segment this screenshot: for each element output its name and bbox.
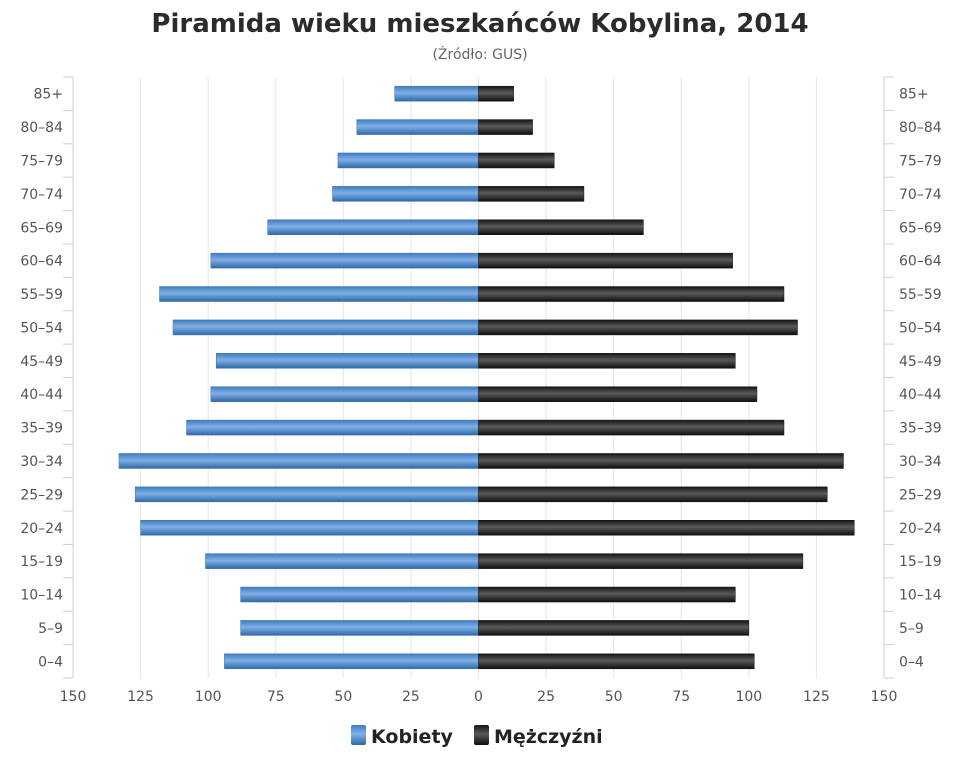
bar-kobiety[interactable] xyxy=(159,286,479,302)
y-tick-label-left: 5–9 xyxy=(38,621,63,637)
y-tick-label-left: 75–79 xyxy=(20,153,63,169)
x-tick-label: 150 xyxy=(60,689,87,705)
x-tick-label: 75 xyxy=(672,689,690,705)
y-tick-label-right: 85+ xyxy=(899,87,929,103)
bar-mezczyzni[interactable] xyxy=(478,152,555,169)
y-tick-label-left: 70–74 xyxy=(20,187,63,203)
y-tick-label-right: 55–59 xyxy=(899,287,942,303)
y-tick-label-left: 10–14 xyxy=(20,588,63,604)
x-tick-label: 125 xyxy=(127,689,154,705)
chart-title: Piramida wieku mieszkańców Kobylina, 201… xyxy=(151,9,808,39)
y-tick-label-right: 10–14 xyxy=(899,588,942,604)
x-tick-label: 75 xyxy=(267,689,285,705)
legend-label-mezczyzni: Mężczyźni xyxy=(494,726,603,748)
x-tick-label: 100 xyxy=(195,689,222,705)
bar-mezczyzni[interactable] xyxy=(478,419,785,436)
bar-kobiety[interactable] xyxy=(134,486,479,503)
legend-item-kobiety[interactable]: Kobiety xyxy=(351,725,454,748)
y-tick-label-left: 40–44 xyxy=(20,387,63,403)
y-tick-label-left: 30–34 xyxy=(20,454,63,470)
bar-kobiety[interactable] xyxy=(140,520,479,536)
x-tick-label: 0 xyxy=(474,689,483,705)
bar-mezczyzni[interactable] xyxy=(478,219,644,235)
bar-mezczyzni[interactable] xyxy=(478,586,736,603)
y-tick-label-left: 80–84 xyxy=(20,120,63,136)
bar-mezczyzni[interactable] xyxy=(478,620,750,636)
x-tick-label: 25 xyxy=(537,689,555,705)
bar-kobiety[interactable] xyxy=(205,553,479,569)
gridlines xyxy=(63,76,894,679)
y-tick-label-right: 65–69 xyxy=(899,220,942,236)
bar-kobiety[interactable] xyxy=(216,353,479,369)
bar-kobiety[interactable] xyxy=(224,653,479,670)
bar-kobiety[interactable] xyxy=(337,152,479,169)
y-tick-label-left: 65–69 xyxy=(20,220,63,236)
bar-kobiety[interactable] xyxy=(394,85,479,102)
bar-kobiety[interactable] xyxy=(332,186,479,202)
x-tick-label: 100 xyxy=(735,689,762,705)
y-tick-label-right: 70–74 xyxy=(899,187,942,203)
bar-kobiety[interactable] xyxy=(240,586,479,603)
bar-kobiety[interactable] xyxy=(267,219,479,235)
bar-kobiety[interactable] xyxy=(172,319,479,336)
y-tick-label-right: 25–29 xyxy=(899,487,942,503)
y-tick-label-right: 45–49 xyxy=(899,354,942,370)
x-tick-label: 50 xyxy=(334,689,352,705)
y-tick-label-left: 15–19 xyxy=(20,554,63,570)
bar-mezczyzni[interactable] xyxy=(478,319,798,336)
y-tick-label-right: 60–64 xyxy=(899,254,942,270)
legend[interactable]: Kobiety Mężczyźni xyxy=(351,725,603,748)
bar-mezczyzni[interactable] xyxy=(478,119,533,135)
y-tick-label-left: 50–54 xyxy=(20,320,63,336)
y-tick-label-right: 35–39 xyxy=(899,421,942,437)
y-tick-label-left: 20–24 xyxy=(20,521,63,537)
bar-kobiety[interactable] xyxy=(210,386,479,402)
bar-mezczyzni[interactable] xyxy=(478,520,855,536)
bar-mezczyzni[interactable] xyxy=(478,453,844,469)
bar-kobiety[interactable] xyxy=(356,119,479,135)
y-tick-label-right: 80–84 xyxy=(899,120,942,136)
x-tick-label: 50 xyxy=(605,689,623,705)
bar-mezczyzni[interactable] xyxy=(478,653,755,670)
legend-swatch-mezczyzni xyxy=(474,725,489,745)
y-tick-label-right: 30–34 xyxy=(899,454,942,470)
y-tick-label-left: 85+ xyxy=(33,87,63,103)
legend-item-mezczyzni[interactable]: Mężczyźni xyxy=(474,725,603,748)
y-tick-label-right: 20–24 xyxy=(899,521,942,537)
bar-kobiety[interactable] xyxy=(118,453,479,469)
bar-mezczyzni[interactable] xyxy=(478,386,758,402)
y-tick-label-left: 55–59 xyxy=(20,287,63,303)
y-tick-label-right: 5–9 xyxy=(899,621,924,637)
bar-mezczyzni[interactable] xyxy=(478,486,828,503)
bar-mezczyzni[interactable] xyxy=(478,186,585,202)
chart-subtitle: (Źródło: GUS) xyxy=(432,45,527,63)
y-tick-label-right: 75–79 xyxy=(899,153,942,169)
bar-kobiety[interactable] xyxy=(186,419,479,436)
x-tick-label: 125 xyxy=(803,689,830,705)
bars xyxy=(118,85,855,670)
bar-mezczyzni[interactable] xyxy=(478,85,514,102)
y-tick-label-left: 45–49 xyxy=(20,354,63,370)
legend-label-kobiety: Kobiety xyxy=(371,726,454,748)
y-tick-label-left: 0–4 xyxy=(38,654,63,670)
bar-kobiety[interactable] xyxy=(240,620,479,636)
x-tick-label: 25 xyxy=(402,689,420,705)
tick-labels: 150 125 100 75 50 25 0 25 50 75 100 125 150 85+ 85+ 80–… xyxy=(20,87,941,705)
y-tick-label-left: 60–64 xyxy=(20,254,63,270)
y-tick-label-right: 50–54 xyxy=(899,320,942,336)
bar-mezczyzni[interactable] xyxy=(478,286,785,302)
y-tick-label-right: 15–19 xyxy=(899,554,942,570)
y-tick-label-right: 0–4 xyxy=(899,654,924,670)
y-tick-label-left: 25–29 xyxy=(20,487,63,503)
bar-mezczyzni[interactable] xyxy=(478,353,736,369)
bar-mezczyzni[interactable] xyxy=(478,553,804,569)
bar-mezczyzni[interactable] xyxy=(478,252,733,269)
bar-kobiety[interactable] xyxy=(210,252,479,269)
legend-swatch-kobiety xyxy=(351,725,366,745)
x-tick-label: 150 xyxy=(871,689,898,705)
y-tick-label-left: 35–39 xyxy=(20,421,63,437)
y-tick-label-right: 40–44 xyxy=(899,387,942,403)
